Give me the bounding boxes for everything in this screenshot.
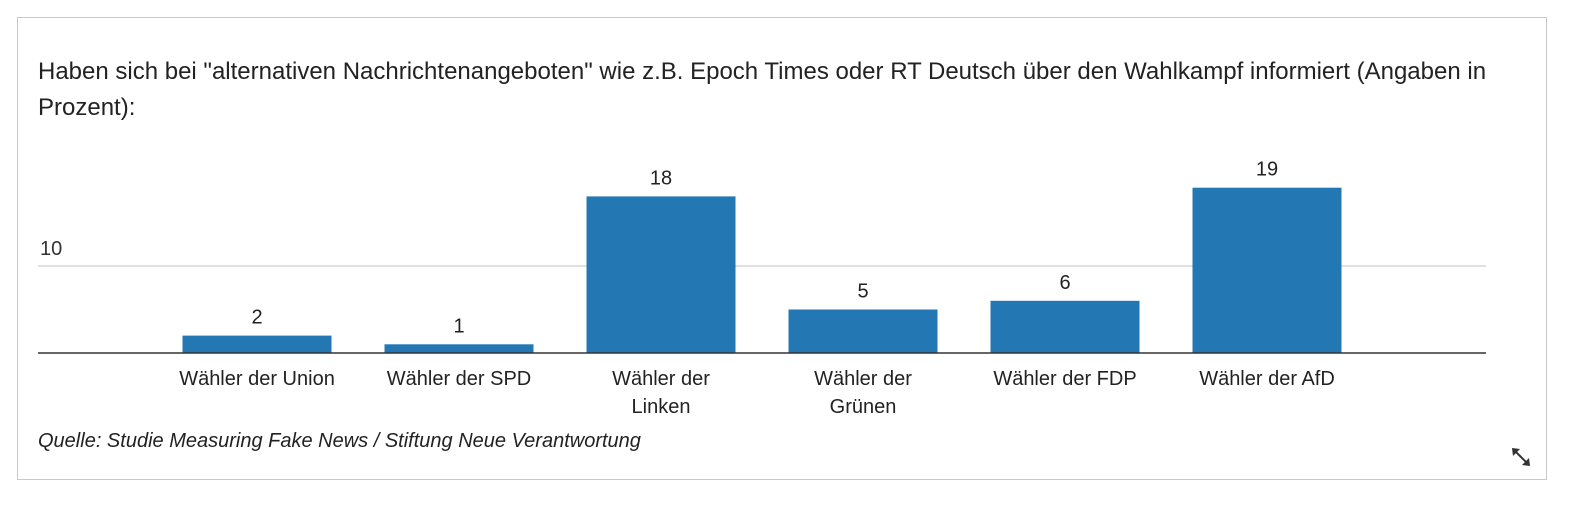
- expand-arrows-icon[interactable]: [1509, 445, 1533, 469]
- x-axis: Wähler der Union Wähler der SPD Wähler der…: [38, 352, 1486, 418]
- data-label: 2: [251, 307, 262, 329]
- chart-title: Haben sich bei "alternativen Nachrichten…: [38, 58, 1487, 121]
- data-labels: 2 1 18 5 6 19: [251, 159, 1278, 338]
- y-tick-label: 10: [40, 238, 62, 260]
- bar: [586, 196, 736, 353]
- x-tick-label: Wähler der FDP: [993, 368, 1136, 390]
- x-tick-label: Wähler der Union: [179, 368, 335, 390]
- bar: [384, 344, 534, 353]
- source-note: Quelle: Studie Measuring Fake News / Sti…: [38, 430, 641, 452]
- data-label: 18: [650, 167, 672, 189]
- bar: [1192, 187, 1342, 353]
- x-tick-label: Wähler der Linken: [612, 368, 710, 418]
- bar: [990, 300, 1140, 353]
- bars: [182, 187, 1342, 353]
- bar: [182, 335, 332, 353]
- data-label: 6: [1059, 272, 1070, 294]
- bar: [788, 309, 938, 353]
- data-label: 5: [857, 281, 868, 303]
- x-tick-label: Wähler der Grünen: [814, 368, 912, 418]
- x-tick-label: Wähler der AfD: [1199, 368, 1335, 390]
- data-label: 19: [1256, 159, 1278, 181]
- data-label: 1: [453, 315, 464, 337]
- x-tick-label: Wähler der SPD: [387, 368, 532, 390]
